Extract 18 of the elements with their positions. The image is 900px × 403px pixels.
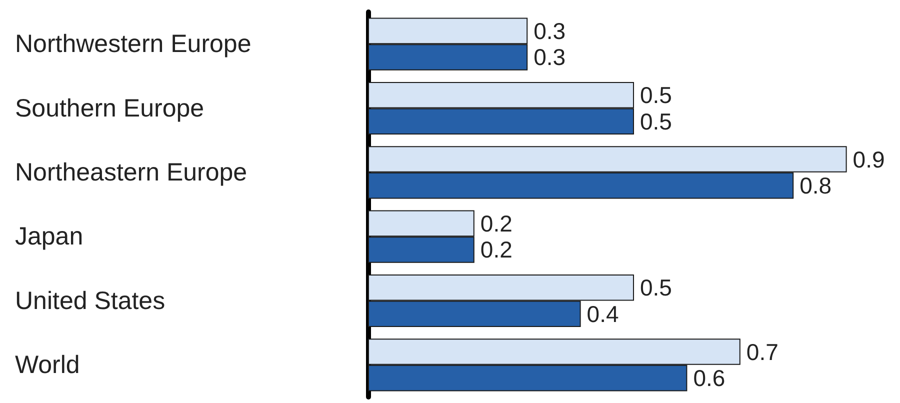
data-label: 0.8	[800, 172, 832, 199]
data-label: 0.9	[852, 146, 885, 172]
data-label: 0.4	[586, 300, 619, 327]
data-label: 0.3	[534, 18, 566, 44]
y-tick-label: Japan	[15, 222, 84, 251]
data-label: 0.5	[640, 82, 672, 108]
y-tick-label: World	[15, 350, 80, 379]
y-tick-label: United States	[15, 286, 166, 315]
data-label: 0.5	[640, 108, 672, 134]
data-label: 0.3	[534, 44, 566, 70]
data-label: 0.2	[480, 210, 512, 236]
data-label: 0.6	[693, 365, 726, 392]
data-label: 0.2	[480, 236, 512, 263]
y-tick-label: Southern Europe	[15, 94, 204, 122]
data-label: 0.5	[640, 274, 672, 301]
data-label: 0.7	[746, 338, 778, 365]
y-tick-label: Northeastern Europe	[15, 158, 248, 186]
y-tick-label: Northwestern Europe	[15, 30, 252, 58]
